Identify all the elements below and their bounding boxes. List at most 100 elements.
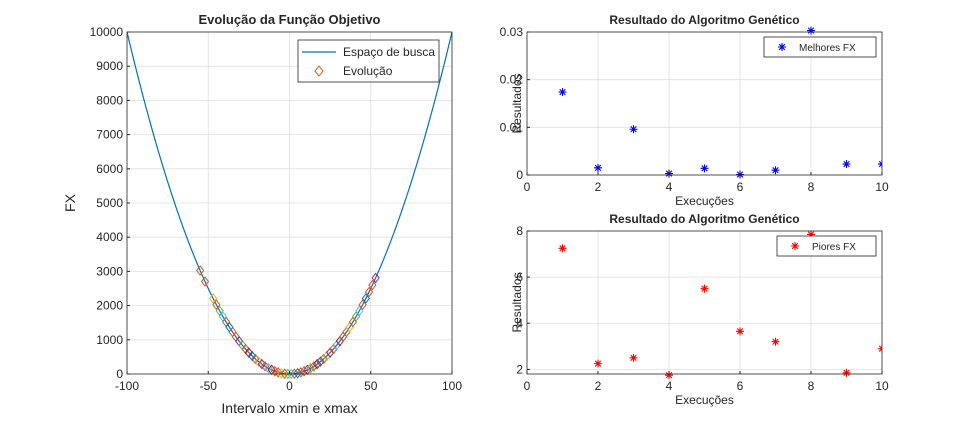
data-point-worst bbox=[771, 337, 780, 346]
x-axis-label: Execuções bbox=[675, 393, 734, 407]
chart-1: -100 -50 0 50 100010002000300040005000600070… bbox=[62, 12, 462, 416]
x-tick-label: 0 bbox=[524, 379, 531, 393]
y-axis-label: Resultados bbox=[510, 272, 524, 332]
x-tick-label: 6 bbox=[737, 379, 744, 393]
data-point-evolution bbox=[355, 305, 364, 317]
x-tick-label: 0 bbox=[286, 379, 293, 393]
y-tick-label: 2000 bbox=[96, 299, 123, 313]
data-point-best bbox=[700, 164, 709, 173]
legend-box bbox=[776, 235, 877, 257]
data-point-evolution bbox=[208, 293, 218, 304]
x-tick-label: 2 bbox=[595, 180, 602, 194]
y-tick-label: 0 bbox=[516, 168, 523, 182]
data-point-evolution bbox=[200, 276, 210, 287]
y-tick-label: 7000 bbox=[96, 128, 123, 142]
legend: Melhores FX bbox=[763, 36, 877, 58]
data-point-evolution bbox=[299, 365, 309, 377]
x-tick-label: 100 bbox=[442, 379, 462, 393]
data-point-best bbox=[558, 88, 567, 97]
y-tick-label: 3000 bbox=[96, 264, 123, 278]
data-point-evolution bbox=[212, 299, 221, 311]
y-tick-label: 0 bbox=[116, 367, 123, 381]
y-axis-label: FX bbox=[62, 193, 78, 212]
x-axis-label: Execuções bbox=[675, 194, 734, 208]
legend-label: Espaço de busca bbox=[343, 45, 435, 59]
data-point-evolution bbox=[322, 350, 332, 362]
data-point-worst bbox=[700, 284, 709, 293]
data-point-evolution bbox=[280, 368, 289, 380]
data-point-evolution bbox=[244, 347, 254, 358]
data-point-evolution bbox=[286, 368, 296, 380]
data-point-evolution bbox=[368, 279, 377, 291]
chart-title: Resultado do Algoritmo Genético bbox=[609, 212, 799, 226]
x-tick-label: 0 bbox=[524, 180, 531, 194]
data-point-best bbox=[629, 125, 638, 134]
data-point-best bbox=[594, 163, 602, 172]
data-point-evolution bbox=[290, 368, 299, 380]
y-tick-label: 4 bbox=[516, 316, 523, 330]
y-tick-label: 6000 bbox=[96, 162, 123, 176]
x-tick-label: 4 bbox=[666, 379, 673, 393]
legend: Piores FX bbox=[776, 235, 877, 257]
data-point-evolution bbox=[247, 350, 257, 362]
legend-swatch-diamond bbox=[314, 65, 324, 77]
legend: Espaço de busca Evolução bbox=[297, 39, 440, 83]
x-tick-label: 8 bbox=[808, 379, 815, 393]
data-point-evolution bbox=[361, 293, 371, 304]
x-tick-label: 4 bbox=[666, 180, 673, 194]
x-tick-label: 8 bbox=[808, 180, 815, 194]
data-point-best bbox=[807, 26, 815, 35]
data-point-evolution bbox=[325, 347, 335, 358]
data-point-evolution bbox=[319, 353, 328, 365]
data-point-evolution bbox=[251, 353, 260, 365]
y-tick-label: 10000 bbox=[90, 25, 124, 39]
data-point-evolution bbox=[316, 356, 325, 367]
chart-2: 0 2 4 6 8 10 0 0.01 0.02 0.03 Resultado do Algorit… bbox=[500, 13, 889, 208]
chart-title: Evolução da Função Objetivo bbox=[198, 12, 380, 27]
data-point-worst bbox=[665, 371, 673, 380]
data-point-worst bbox=[594, 359, 602, 368]
data-point-evolution bbox=[329, 343, 338, 355]
y-tick-label: 1000 bbox=[96, 333, 123, 347]
x-tick-label: 50 bbox=[364, 379, 378, 393]
data-point-evolution bbox=[312, 358, 322, 370]
data-point-evolution bbox=[306, 362, 315, 374]
y-tick-label: 0.03 bbox=[500, 25, 524, 39]
data-point-evolution bbox=[309, 360, 319, 372]
legend-swatch-asterisk bbox=[778, 43, 786, 51]
data-point-worst bbox=[807, 230, 815, 239]
chart-title: Resultado do Algoritmo Genético bbox=[609, 13, 799, 27]
data-point-evolution bbox=[351, 311, 361, 322]
data-point-worst bbox=[629, 353, 638, 362]
data-point-worst bbox=[736, 327, 744, 336]
data-point-evolution bbox=[296, 367, 306, 378]
data-point-evolution bbox=[215, 305, 224, 317]
data-point-best bbox=[771, 166, 780, 175]
x-tick-label: 10 bbox=[875, 379, 889, 393]
x-tick-label: -50 bbox=[200, 379, 218, 393]
y-tick-label: 5000 bbox=[96, 196, 123, 210]
legend-box bbox=[763, 36, 877, 58]
y-axis-label: Resultados bbox=[510, 73, 524, 133]
data-point-evolution bbox=[283, 368, 293, 380]
data-point-evolution bbox=[364, 286, 374, 298]
y-tick-label: 6 bbox=[516, 270, 523, 284]
data-point-evolution bbox=[358, 299, 367, 311]
x-tick-label: 6 bbox=[737, 180, 744, 194]
data-point-evolution bbox=[371, 272, 380, 284]
data-point-evolution bbox=[195, 265, 205, 276]
data-point-best bbox=[842, 160, 851, 169]
x-axis-label: Intervalo xmin e xmax bbox=[221, 400, 357, 416]
data-point-worst bbox=[558, 244, 567, 253]
x-tick-label: 10 bbox=[875, 180, 889, 194]
y-tick-label: 0.01 bbox=[500, 120, 524, 134]
legend-swatch-asterisk bbox=[791, 242, 799, 250]
y-tick-label: 2 bbox=[516, 362, 523, 376]
legend-label: Melhores FX bbox=[799, 43, 856, 54]
y-tick-label: 0.02 bbox=[500, 73, 524, 87]
x-tick-label: -100 bbox=[115, 379, 139, 393]
x-tick-label: 2 bbox=[595, 379, 602, 393]
